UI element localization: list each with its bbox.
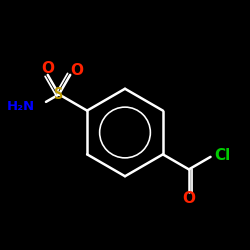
Text: O: O	[41, 61, 54, 76]
Text: O: O	[182, 190, 195, 206]
Text: S: S	[54, 87, 64, 102]
Text: Cl: Cl	[214, 148, 230, 163]
Text: O: O	[70, 63, 83, 78]
Text: H₂N: H₂N	[7, 100, 35, 114]
